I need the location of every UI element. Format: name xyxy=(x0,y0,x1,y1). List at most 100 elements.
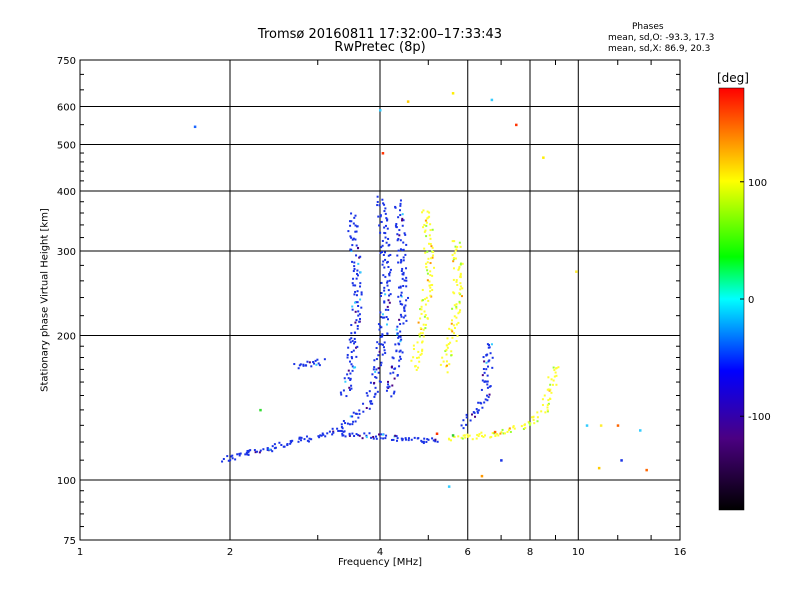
data-point xyxy=(395,435,398,438)
data-point xyxy=(421,341,424,344)
data-point xyxy=(401,351,404,354)
data-point xyxy=(381,313,384,316)
data-point xyxy=(467,435,470,438)
y-tick-label: 75 xyxy=(63,536,76,547)
data-point xyxy=(486,380,489,383)
data-point xyxy=(384,293,387,296)
data-point xyxy=(429,274,432,277)
data-point xyxy=(351,282,354,285)
data-point xyxy=(599,424,603,427)
data-point xyxy=(397,249,400,252)
data-point xyxy=(392,392,395,395)
data-point xyxy=(383,210,386,213)
data-point xyxy=(483,401,486,404)
data-point xyxy=(489,352,492,355)
x-mode-stats: mean, sd,X: 86.9, 20.3 xyxy=(608,44,711,54)
data-point xyxy=(465,423,468,426)
data-point xyxy=(313,362,316,365)
data-point xyxy=(529,423,532,426)
data-point xyxy=(429,223,432,226)
data-point xyxy=(555,383,558,386)
data-point xyxy=(424,219,427,222)
data-point xyxy=(400,295,403,298)
data-point xyxy=(484,434,487,437)
data-point xyxy=(423,223,426,226)
x-tick-label: 16 xyxy=(674,547,687,558)
data-point xyxy=(500,431,503,434)
data-point xyxy=(404,438,407,441)
data-point xyxy=(546,406,549,409)
data-point xyxy=(236,453,239,456)
data-point xyxy=(227,459,230,462)
data-point xyxy=(382,202,385,205)
data-point xyxy=(453,327,456,330)
data-point xyxy=(424,313,427,316)
data-point xyxy=(340,430,343,433)
data-point xyxy=(385,217,388,220)
data-point xyxy=(386,261,389,264)
data-point xyxy=(450,350,453,353)
data-point xyxy=(374,376,377,379)
data-point xyxy=(399,357,402,360)
data-point xyxy=(305,435,308,438)
data-point xyxy=(361,437,364,440)
data-point xyxy=(345,395,348,398)
data-point xyxy=(403,232,406,235)
data-point xyxy=(310,438,313,441)
data-point xyxy=(489,436,492,439)
data-point xyxy=(500,459,503,462)
data-point xyxy=(388,294,391,297)
data-point xyxy=(457,435,460,438)
data-point xyxy=(271,445,274,448)
data-point xyxy=(421,440,424,443)
data-point xyxy=(354,214,357,217)
data-point xyxy=(420,299,423,302)
data-point xyxy=(377,215,380,218)
data-point xyxy=(445,348,448,351)
data-point xyxy=(403,279,406,282)
data-point xyxy=(353,337,356,340)
data-point xyxy=(350,212,353,215)
data-point xyxy=(376,341,379,344)
data-point xyxy=(405,279,408,282)
data-point xyxy=(490,98,494,102)
data-point xyxy=(422,442,425,445)
data-point xyxy=(352,349,355,352)
data-point xyxy=(399,209,402,212)
data-point xyxy=(522,428,525,431)
data-point xyxy=(501,428,504,431)
data-point xyxy=(356,274,359,277)
data-point xyxy=(513,427,516,430)
data-point xyxy=(429,237,432,240)
data-point xyxy=(422,209,425,212)
data-point xyxy=(431,283,434,286)
data-point xyxy=(360,291,363,294)
data-point xyxy=(339,391,342,394)
data-point xyxy=(401,249,404,252)
data-point xyxy=(381,239,384,242)
data-point xyxy=(461,262,464,265)
data-point xyxy=(397,261,400,264)
data-point xyxy=(401,277,404,280)
data-point xyxy=(414,365,417,368)
data-point xyxy=(389,372,392,375)
data-point xyxy=(340,425,343,428)
data-point xyxy=(381,251,384,254)
data-point xyxy=(383,300,386,303)
data-point xyxy=(454,257,457,260)
data-point xyxy=(379,311,382,314)
data-point xyxy=(448,363,451,366)
data-point xyxy=(363,432,366,435)
data-point xyxy=(550,378,553,381)
data-point xyxy=(465,413,468,416)
data-point xyxy=(399,285,402,288)
data-point xyxy=(459,274,462,277)
data-point xyxy=(386,227,389,230)
data-point xyxy=(386,219,389,222)
data-point xyxy=(455,307,458,310)
data-point xyxy=(485,361,488,364)
data-point xyxy=(434,440,437,443)
data-point xyxy=(459,275,462,278)
data-point xyxy=(388,274,391,277)
data-point xyxy=(419,308,422,311)
